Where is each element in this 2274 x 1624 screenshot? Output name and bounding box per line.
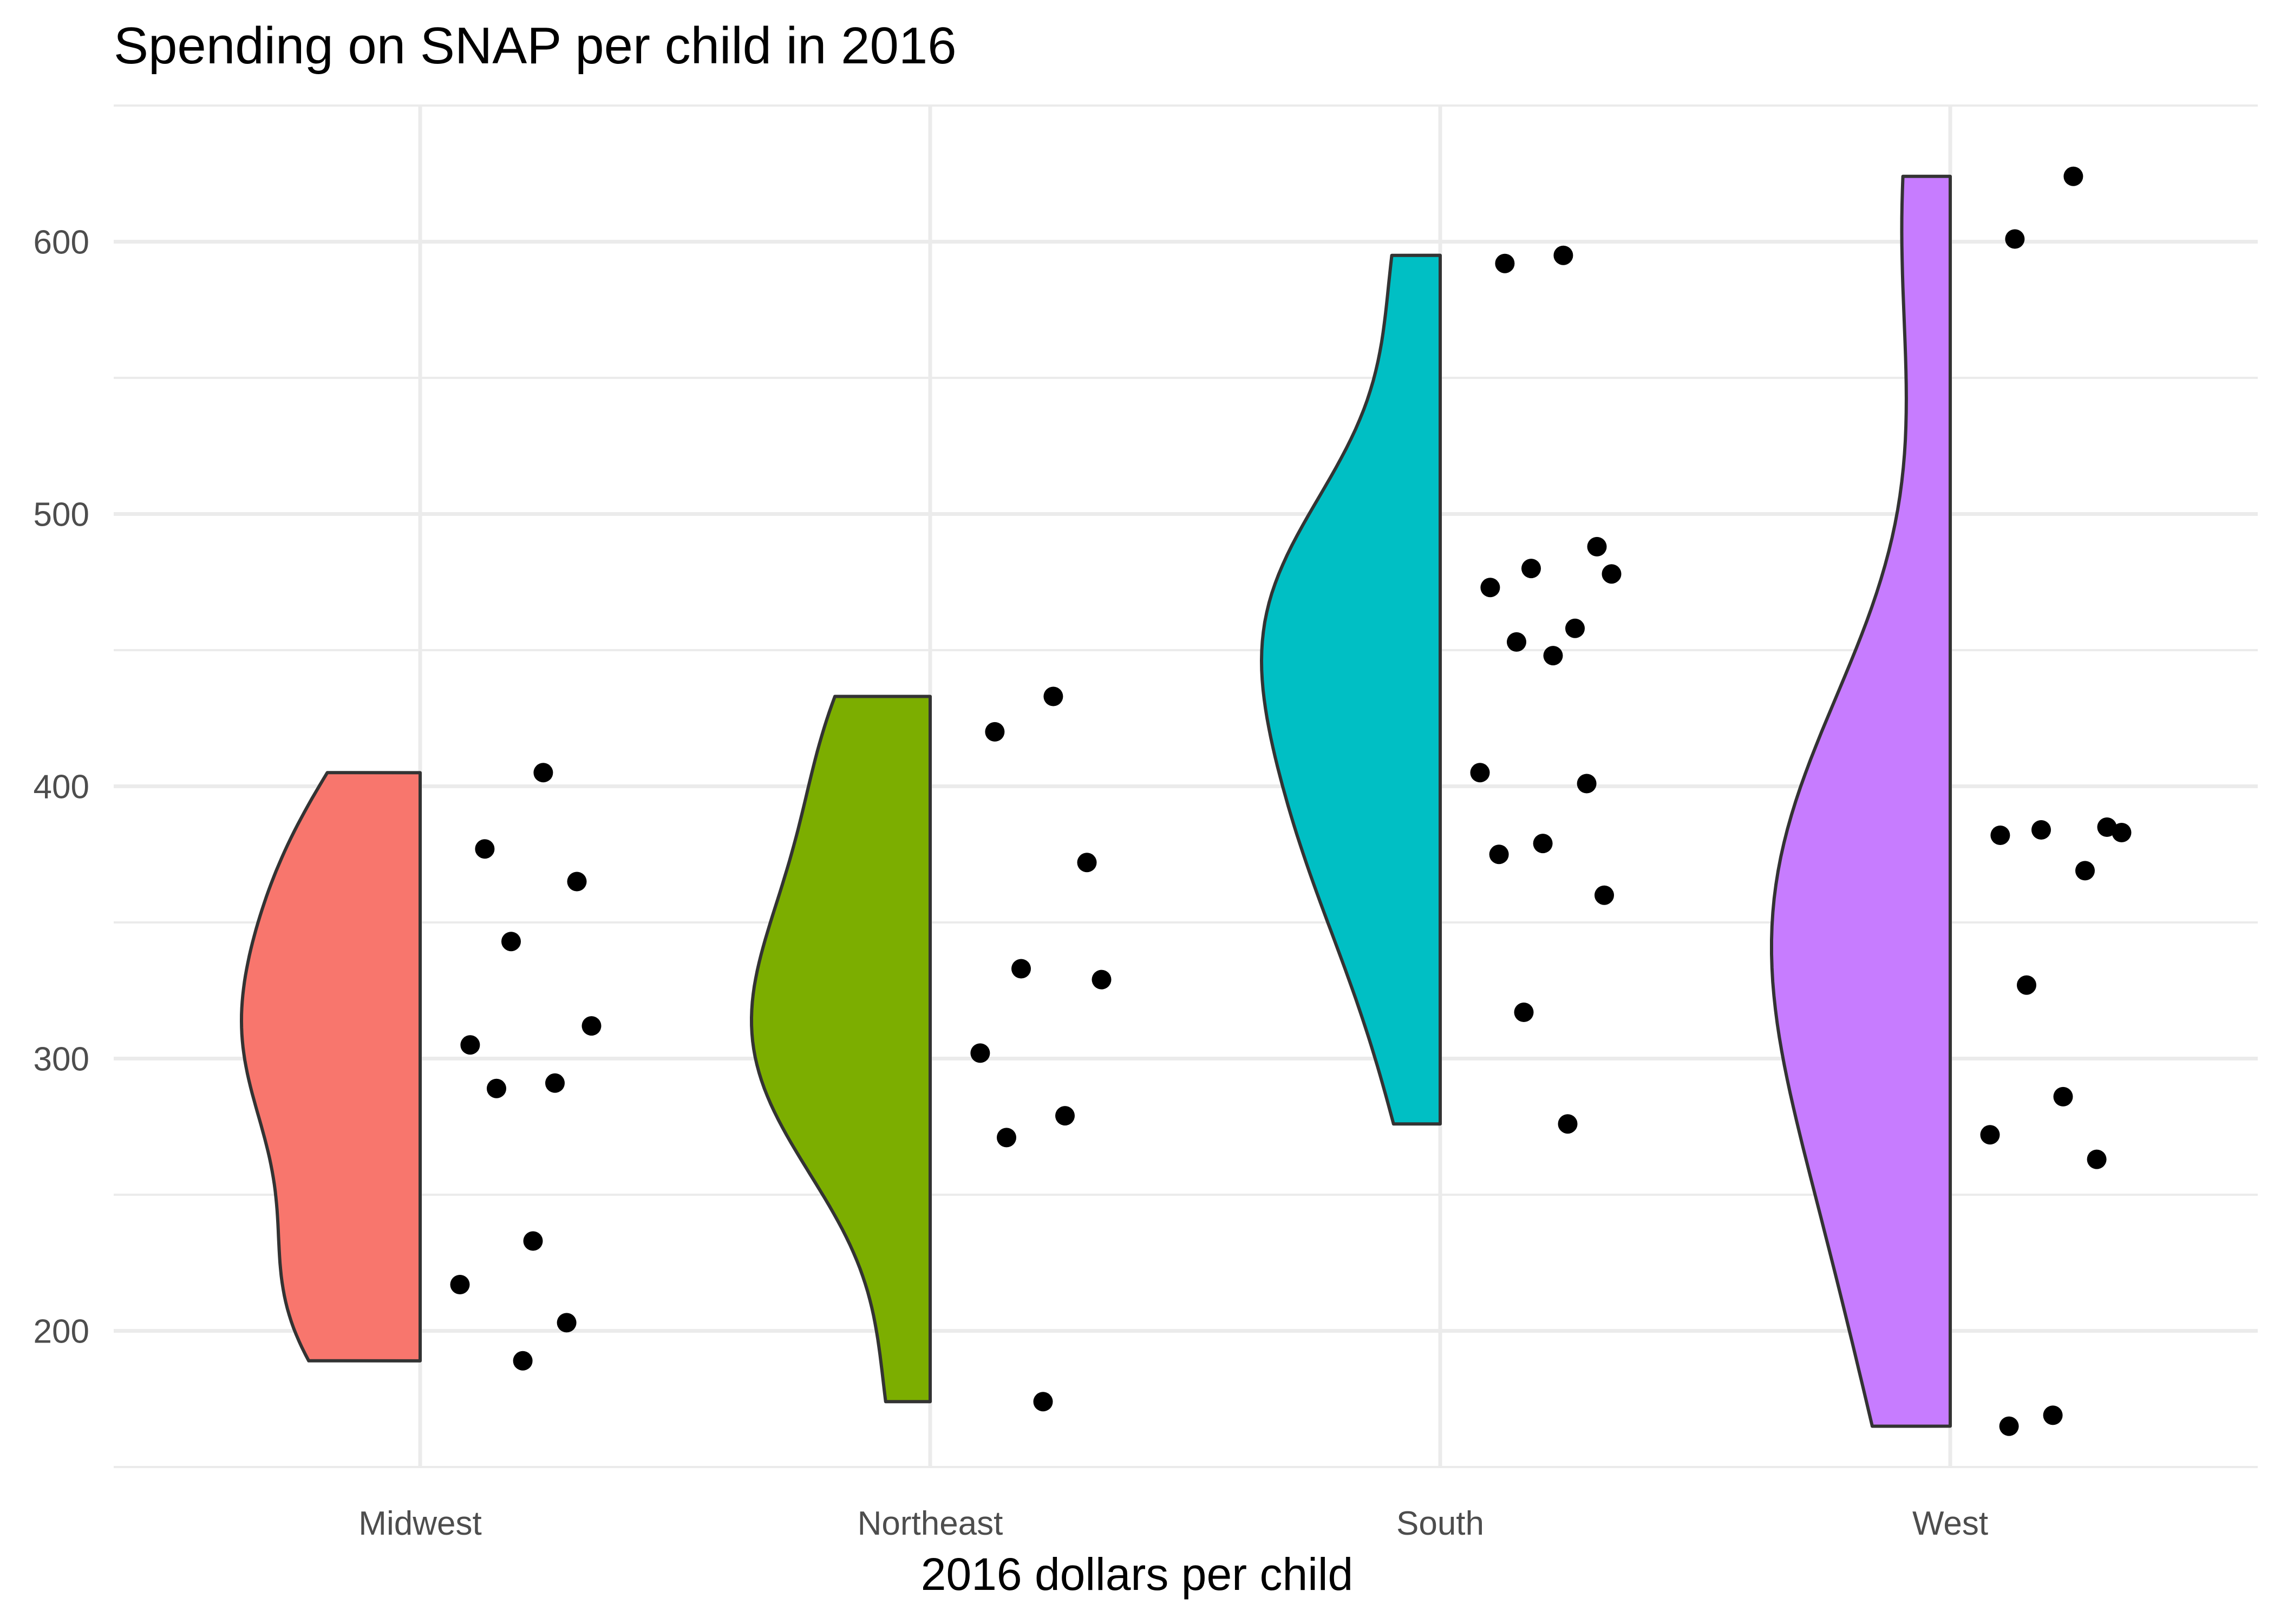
data-point-west <box>2005 229 2025 249</box>
data-point-midwest <box>475 839 495 859</box>
y-tick-label: 500 <box>34 496 89 534</box>
data-point-midwest <box>533 763 553 783</box>
data-points <box>450 166 2132 1436</box>
data-point-northeast <box>1033 1392 1053 1412</box>
data-point-northeast <box>997 1128 1016 1148</box>
data-point-south <box>1553 245 1573 265</box>
y-tick-label: 200 <box>34 1313 89 1351</box>
data-point-northeast <box>1092 970 1112 990</box>
data-point-south <box>1495 253 1515 273</box>
violin-midwest <box>240 771 422 1363</box>
data-point-west <box>2112 823 2132 842</box>
violin-west <box>1770 174 1952 1428</box>
x-tick-label: Northeast <box>858 1505 1003 1542</box>
violin-northeast <box>750 695 932 1404</box>
data-point-midwest <box>581 1016 602 1036</box>
x-tick-label: Midwest <box>358 1505 481 1542</box>
data-point-west <box>2043 1405 2063 1425</box>
chart-title: Spending on SNAP per child in 2016 <box>114 17 957 75</box>
data-point-west <box>2053 1086 2073 1106</box>
data-point-west <box>1990 826 2010 845</box>
data-point-west <box>2063 166 2083 186</box>
y-tick-label: 600 <box>34 224 89 261</box>
data-point-northeast <box>970 1043 990 1063</box>
data-point-south <box>1507 632 1526 652</box>
data-point-northeast <box>985 722 1005 742</box>
data-point-midwest <box>487 1078 506 1098</box>
data-point-south <box>1577 774 1597 794</box>
data-point-west <box>2087 1149 2107 1169</box>
data-point-south <box>1595 885 1614 905</box>
data-point-midwest <box>567 872 587 892</box>
data-point-northeast <box>1055 1106 1075 1126</box>
tick-labels: 200 300 400 500 600 Midwest Northeast South West <box>34 224 1989 1543</box>
data-point-west <box>2075 861 2095 881</box>
data-point-midwest <box>545 1073 565 1093</box>
data-point-south <box>1489 844 1509 865</box>
data-point-south <box>1565 618 1585 638</box>
data-point-south <box>1533 834 1553 854</box>
data-point-midwest <box>460 1035 480 1055</box>
data-point-west <box>2097 817 2117 837</box>
data-point-south <box>1470 763 1490 783</box>
violins <box>240 174 1952 1428</box>
data-point-midwest <box>557 1313 577 1333</box>
data-point-west <box>2017 975 2036 995</box>
y-tick-label: 300 <box>34 1041 89 1078</box>
data-point-northeast <box>1043 686 1063 706</box>
data-point-west <box>1980 1125 2000 1145</box>
data-point-south <box>1602 564 1622 584</box>
x-tick-label: South <box>1396 1505 1484 1542</box>
data-point-south <box>1543 646 1563 666</box>
data-point-midwest <box>523 1231 543 1251</box>
data-point-south <box>1480 578 1500 598</box>
data-point-midwest <box>501 932 521 952</box>
data-point-northeast <box>1077 853 1097 873</box>
data-point-south <box>1514 1003 1534 1022</box>
data-point-midwest <box>450 1275 470 1294</box>
data-point-west <box>1999 1416 2019 1436</box>
violin-south <box>1260 253 1442 1126</box>
x-tick-label: West <box>1912 1505 1988 1542</box>
data-point-northeast <box>1011 959 1031 979</box>
data-point-south <box>1587 536 1607 556</box>
y-tick-label: 400 <box>34 769 89 806</box>
data-point-west <box>2031 820 2051 840</box>
data-point-south <box>1558 1114 1578 1134</box>
x-axis-title: 2016 dollars per child <box>920 1549 1354 1600</box>
data-point-south <box>1521 559 1541 579</box>
data-point-midwest <box>513 1351 533 1371</box>
